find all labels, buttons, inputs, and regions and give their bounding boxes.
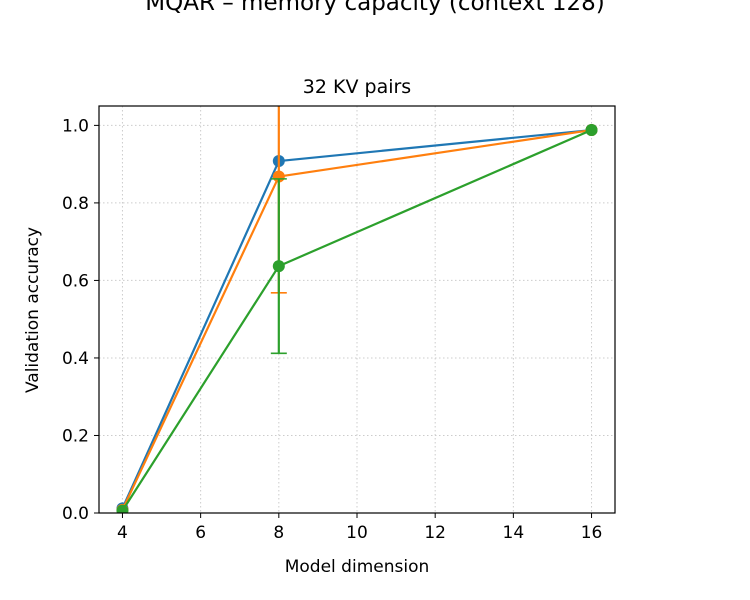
x-tick-label: 16 — [581, 523, 603, 543]
chart-suptitle: MQAR – memory capacity (context 128) — [145, 0, 604, 16]
data-point — [272, 260, 285, 273]
x-tick-label: 8 — [273, 523, 284, 543]
y-tick-label: 0.4 — [62, 349, 89, 369]
y-axis-label: Validation accuracy — [23, 227, 43, 393]
y-tick-label: 0.6 — [62, 271, 89, 291]
series-3 — [116, 124, 598, 513]
y-tick-label: 0.8 — [62, 194, 89, 214]
data-point — [116, 504, 129, 513]
x-tick-label: 14 — [503, 523, 525, 543]
x-tick-label: 4 — [117, 523, 128, 543]
y-tick-label: 1.0 — [62, 116, 89, 136]
x-axis: 4 6 8 10 12 14 16 — [117, 513, 602, 543]
y-axis: 0.0 0.2 0.4 0.6 0.8 1.0 — [62, 116, 99, 524]
x-tick-label: 10 — [346, 523, 368, 543]
series-layer — [116, 106, 598, 513]
y-tick-label: 0.2 — [62, 426, 89, 446]
x-tick-label: 12 — [424, 523, 446, 543]
data-point — [585, 124, 598, 137]
y-tick-label: 0.0 — [62, 504, 89, 524]
chart-title: 32 KV pairs — [303, 76, 411, 98]
x-tick-label: 6 — [195, 523, 206, 543]
x-axis-label: Model dimension — [285, 557, 430, 577]
